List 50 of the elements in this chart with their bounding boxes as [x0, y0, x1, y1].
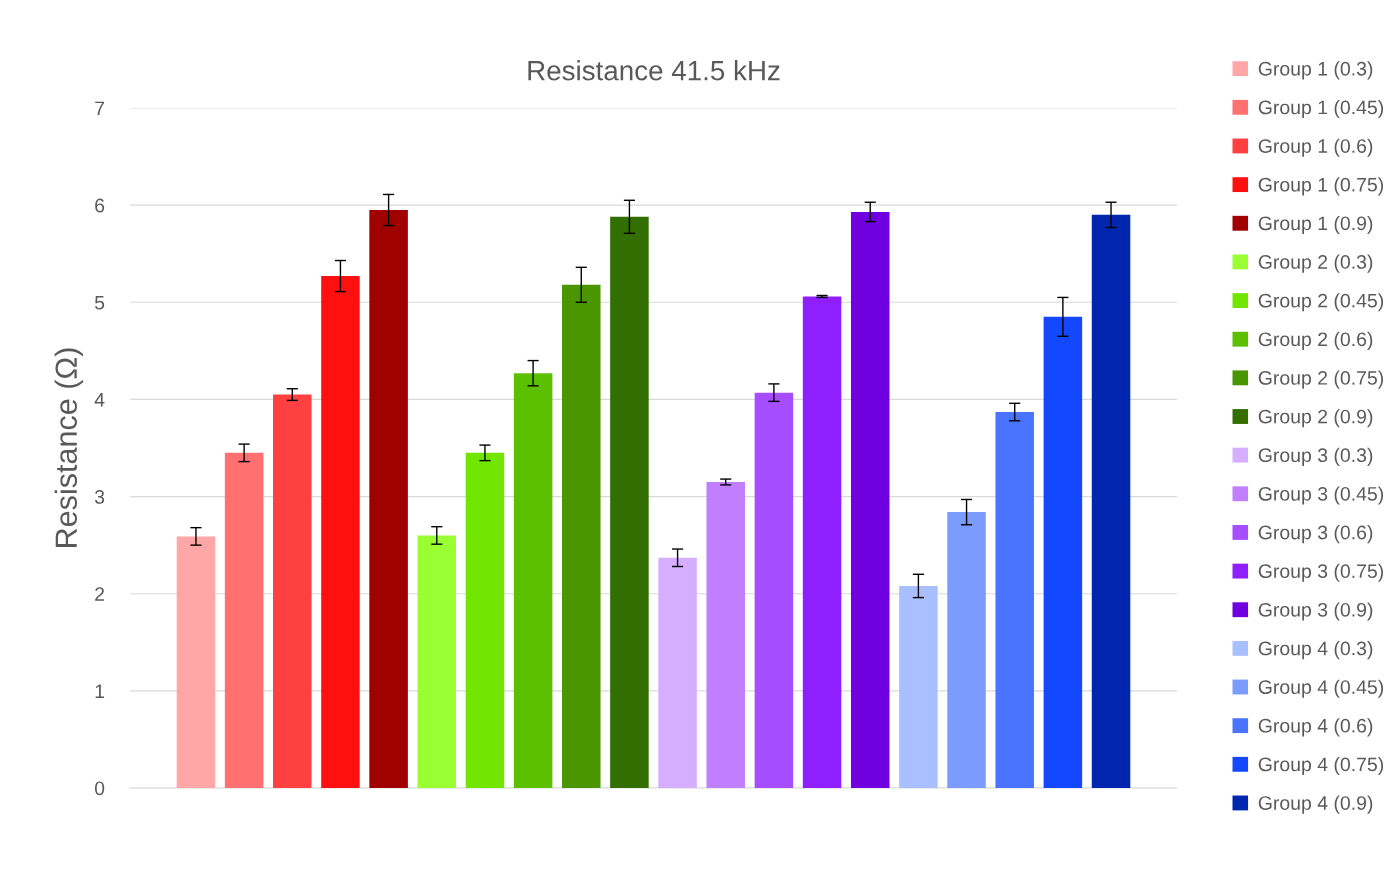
y-tick-label: 3 — [94, 490, 105, 504]
legend-label: Group 2 (0.45) — [1258, 293, 1384, 312]
bar — [610, 216, 649, 788]
y-tick-label: 6 — [95, 198, 105, 213]
bar — [658, 557, 697, 788]
legend-label: Group 1 (0.75) — [1258, 177, 1384, 196]
legend-label: Group 3 (0.6) — [1258, 525, 1373, 544]
bar — [369, 210, 408, 788]
bar — [995, 412, 1034, 788]
bar — [1091, 214, 1131, 788]
legend-label: Group 3 (0.3) — [1258, 447, 1373, 466]
bar — [1043, 316, 1083, 788]
bar — [417, 535, 457, 788]
legend-label: Group 4 (0.3) — [1258, 641, 1373, 660]
bar — [321, 276, 360, 788]
bar — [802, 296, 842, 788]
legend-label: Group 1 (0.9) — [1258, 215, 1373, 235]
legend-label: Group 1 (0.3) — [1258, 61, 1373, 80]
bar — [947, 512, 986, 788]
legend-label: Group 2 (0.9) — [1258, 409, 1373, 428]
bar — [561, 284, 601, 788]
bar — [706, 482, 746, 788]
chart-title: Resistance 41.5 kHz — [528, 60, 780, 81]
bar — [850, 211, 890, 788]
y-tick-label: 4 — [94, 393, 105, 407]
legend-label: Group 4 (0.45) — [1258, 679, 1384, 698]
y-axis-title: Resistance (Ω) — [54, 348, 84, 547]
bar — [754, 392, 794, 788]
legend-label: Group 2 (0.3) — [1258, 254, 1373, 273]
legend-label: Group 4 (0.75) — [1258, 756, 1384, 776]
legend-label: Group 2 (0.75) — [1258, 370, 1384, 389]
legend-label: Group 3 (0.75) — [1258, 563, 1384, 582]
bar — [224, 452, 264, 788]
y-tick-label: 5 — [94, 295, 105, 310]
y-tick-label: 2 — [95, 587, 105, 601]
y-tick-label: 1 — [95, 684, 105, 698]
legend-label: Group 4 (0.9) — [1258, 795, 1373, 814]
bar — [513, 373, 553, 788]
legend-label: Group 4 (0.6) — [1258, 718, 1373, 737]
y-tick-label: 0 — [94, 781, 105, 796]
legend-label: Group 2 (0.6) — [1258, 331, 1373, 350]
legend-label: Group 3 (0.45) — [1258, 486, 1384, 505]
legend-label: Group 1 (0.6) — [1258, 138, 1373, 157]
y-tick-label: 7 — [95, 101, 105, 116]
bar — [899, 585, 938, 788]
bar — [176, 536, 216, 788]
legend-label: Group 3 (0.9) — [1258, 602, 1373, 621]
bar — [465, 452, 505, 788]
legend-label: Group 1 (0.45) — [1258, 100, 1384, 119]
bar — [273, 394, 312, 788]
